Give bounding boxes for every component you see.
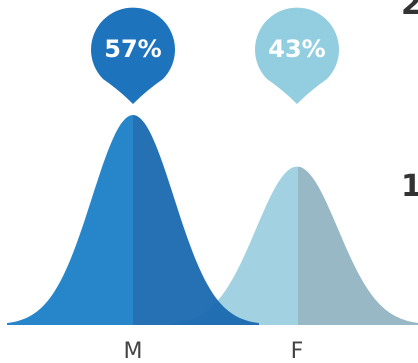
category-label-m: M [124,339,143,363]
m-curve-right-half [133,115,259,325]
badge-m-pin [90,7,175,105]
category-label-f: F [291,339,304,363]
f-curve-right-half [298,166,418,325]
f-curve-left-half [171,166,298,325]
value-label-m: 57% [104,35,161,63]
badge-m: 57% [90,7,175,105]
m-curve-left-half [7,115,133,325]
series-m-curve [7,115,259,325]
value-label-f: 43% [268,35,325,63]
series-f-curve [171,166,418,325]
edge-glyph-top: 2 [401,0,418,22]
badge-f: 43% [255,7,339,104]
edge-glyph-middle: 1 [401,169,418,204]
badge-f-pin [255,7,339,104]
